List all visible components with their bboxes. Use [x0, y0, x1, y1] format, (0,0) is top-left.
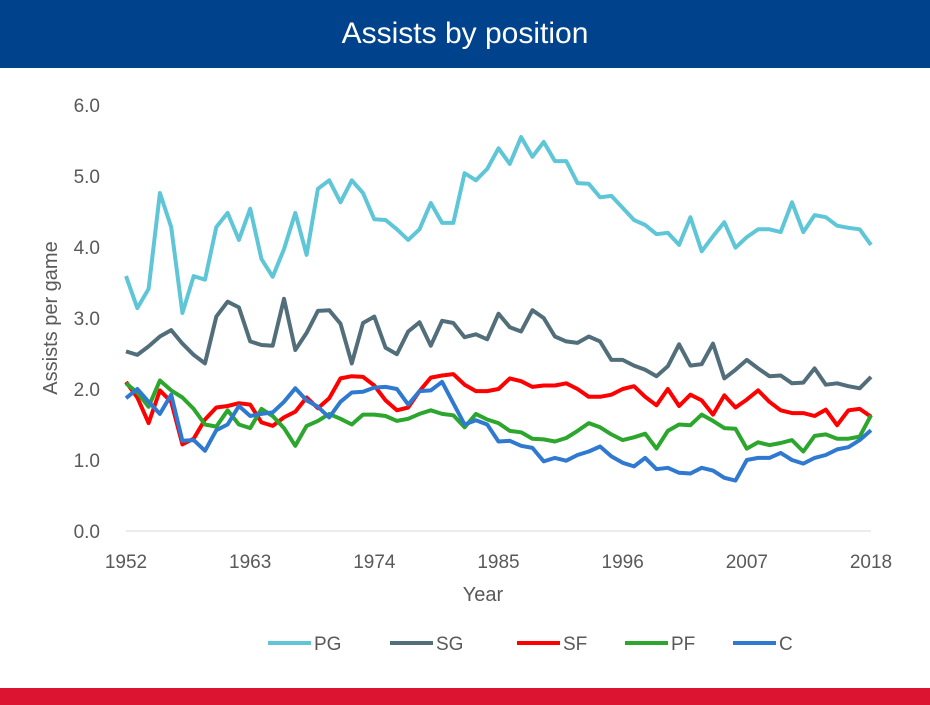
legend-item-pf: PF	[625, 634, 695, 655]
legend: PG SG SF PF C	[268, 634, 793, 655]
series-line-pf	[124, 378, 873, 454]
x-tick-label: 1974	[353, 552, 396, 573]
y-tick-label: 4.0	[74, 238, 100, 259]
legend-item-sf: SF	[517, 634, 587, 655]
legend-label: SF	[563, 634, 587, 655]
y-axis-label: Assists per game	[40, 241, 62, 394]
y-tick-label: 3.0	[74, 309, 100, 330]
legend-item-c: C	[733, 634, 793, 655]
series-line-pg	[124, 135, 873, 315]
y-tick-label: 2.0	[74, 380, 100, 401]
x-tick-label: 1985	[477, 552, 519, 573]
chart-title: Assists by position	[341, 17, 589, 50]
footer-bar	[0, 688, 930, 705]
series-lines	[124, 135, 873, 483]
series-line-sg	[125, 296, 873, 391]
x-tick-label: 1963	[229, 552, 271, 573]
legend-label: PG	[314, 634, 341, 655]
y-tick-label: 6.0	[74, 96, 100, 117]
y-tick-label: 1.0	[74, 451, 100, 472]
x-tick-label: 2007	[726, 552, 768, 573]
chart-title-bar: Assists by position	[0, 0, 930, 68]
series-line-sf	[124, 372, 873, 447]
x-tick-label: 1952	[105, 552, 147, 573]
legend-item-sg: SG	[390, 634, 463, 655]
legend-label: PF	[671, 634, 695, 655]
x-axis-label: Year	[463, 584, 504, 606]
y-tick-label: 0.0	[74, 522, 100, 543]
y-axis-ticks: 0.0 1.0 2.0 3.0 4.0 5.0 6.0	[74, 96, 100, 543]
x-tick-label: 1996	[602, 552, 644, 573]
legend-label: SG	[436, 634, 463, 655]
x-tick-label: 2018	[850, 552, 892, 573]
legend-label: C	[779, 634, 793, 655]
x-axis-ticks: 1952 1963 1974 1985 1996 2007 2018	[105, 552, 892, 573]
legend-item-pg: PG	[268, 634, 341, 655]
series-line-c	[124, 379, 873, 483]
y-tick-label: 5.0	[74, 167, 100, 188]
